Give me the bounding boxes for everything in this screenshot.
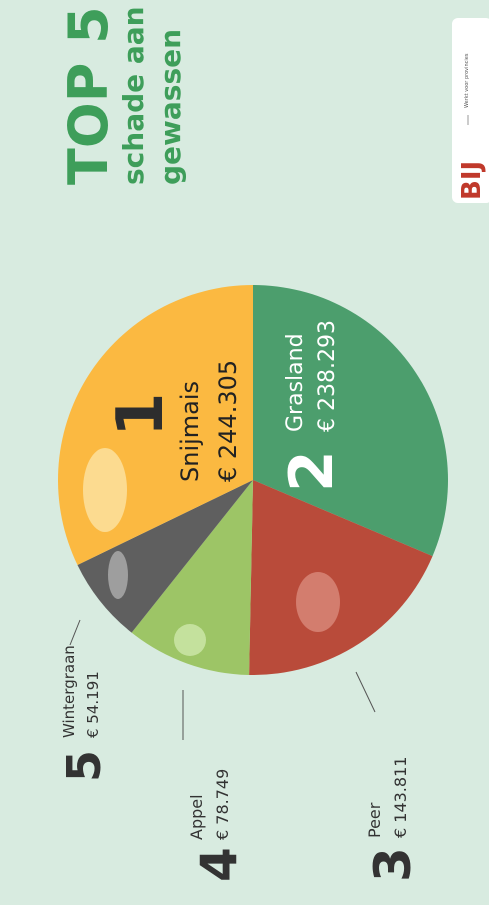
chart-title: TOP 5 xyxy=(57,6,120,185)
category-label: Wintergraan xyxy=(60,645,78,738)
subtitle-line: gewassen xyxy=(154,29,187,185)
pie-slice xyxy=(249,480,433,675)
category-label: Snijmais xyxy=(176,381,204,482)
rank-label: 4 xyxy=(190,847,248,882)
category-label: Peer xyxy=(365,802,384,838)
logo-box xyxy=(452,18,489,203)
value-label: € 143.811 xyxy=(391,757,410,838)
logo-tagline: Werkt voor provincies xyxy=(464,53,470,108)
pear-icon xyxy=(296,572,340,632)
pie-slice xyxy=(131,480,253,675)
logo-text: BIJ xyxy=(457,161,487,200)
rank-label: 5 xyxy=(57,750,111,782)
apple-icon xyxy=(174,624,206,656)
value-label: € 54.191 xyxy=(84,671,102,738)
grain-icon xyxy=(108,551,128,599)
rank-label: 2 xyxy=(277,450,347,492)
rank-label: 1 xyxy=(104,392,178,437)
value-label: € 238.293 xyxy=(315,320,340,432)
leader-line xyxy=(69,619,81,646)
subtitle-line: schade aan xyxy=(117,6,150,185)
value-label: € 244.305 xyxy=(214,360,242,482)
category-label: Grasland xyxy=(283,333,308,432)
pie-slice xyxy=(253,285,448,557)
rank-label: 3 xyxy=(364,847,422,882)
corn-icon xyxy=(83,448,127,532)
value-label: € 78.749 xyxy=(213,769,232,840)
category-label: Appel xyxy=(187,794,206,840)
leader-line xyxy=(355,671,376,713)
